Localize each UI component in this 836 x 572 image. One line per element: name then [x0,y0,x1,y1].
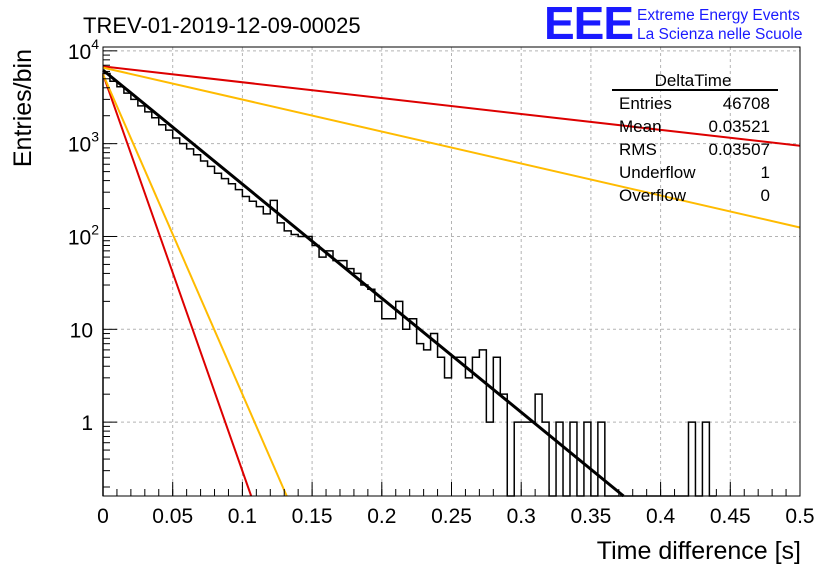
x-tick-label: 0.05 [152,505,193,528]
x-tick-label: 0.4 [646,505,676,528]
logo-line-1: Extreme Energy Events [637,7,800,24]
x-tick-label: 0.25 [431,505,472,528]
x-axis-title: Time difference [s] [597,537,801,565]
stats-value-mean: 0.03521 [709,117,770,136]
logo-line-2: La Scienza nelle Scuole [637,26,802,43]
x-tick-label: 0.15 [292,505,333,528]
x-tick-label: 0.5 [785,505,814,528]
stats-value-entries: 46708 [723,94,770,113]
x-tick-label: 0 [97,505,109,528]
axis-ticks: 0 0.05 0.1 0.15 0.2 0.25 0.3 0.35 0.4 0.45 0.51101… [68,36,815,528]
x-tick-label: 0.2 [367,505,396,528]
x-tick-label: 0.3 [507,505,536,528]
x-tick-label: 0.1 [228,505,257,528]
stats-label-entries: Entries [619,94,672,113]
fit-lines [102,65,801,498]
chart-title: TREV-01-2019-12-09-00025 [83,13,361,38]
stats-value-rms: 0.03507 [709,140,770,159]
stats-label-mean: Mean [619,117,662,136]
fit-line [102,73,288,497]
fit-line [102,65,801,147]
histogram-bars [102,72,717,497]
fit-line [102,68,625,498]
fit-line [102,73,253,497]
y-tick-label: 1 [81,412,93,435]
stats-label-underflow: Underflow [619,163,696,182]
stats-value-underflow: 1 [761,163,770,182]
y-axis-title: Entries/bin [9,49,37,167]
stats-label-rms: RMS [619,140,657,159]
histogram-outline [102,72,717,497]
x-tick-label: 0.45 [710,505,751,528]
stats-box: DeltaTime Entries 46708 Mean 0.03521 RMS… [612,71,778,205]
stats-title: DeltaTime [655,71,732,90]
x-tick-label: 0.35 [570,505,611,528]
eee-logo: EEE [544,0,633,49]
y-tick-label: 10 [70,319,93,342]
fit-line [102,66,801,229]
stats-label-overflow: Overflow [619,186,687,205]
stats-value-overflow: 0 [761,186,770,205]
grid-lines [103,47,800,496]
